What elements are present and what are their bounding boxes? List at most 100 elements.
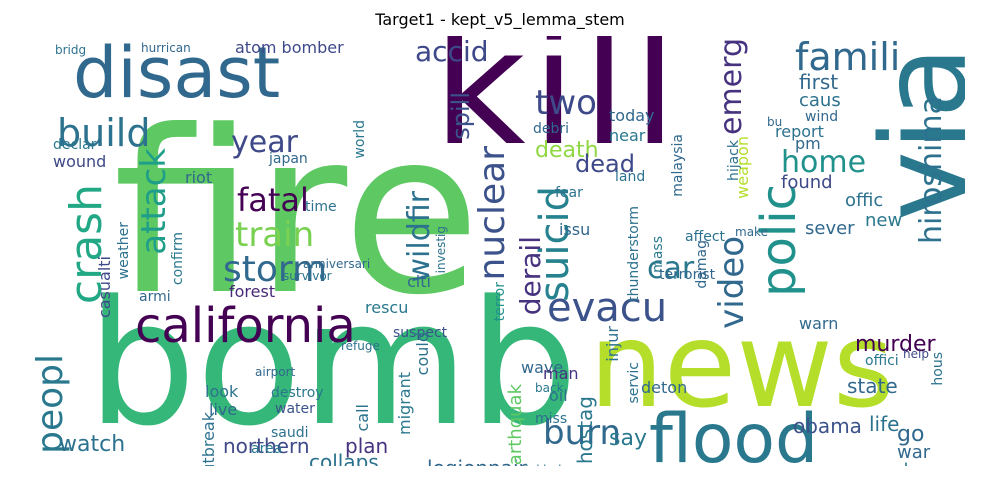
word-terrorist: terrorist [659,267,716,283]
word-build: build [57,111,151,155]
word-first: first [799,70,839,94]
word-rescu: rescu [365,298,409,317]
word-spill: spill [447,92,475,140]
word-look: look [205,382,239,401]
word-man: man [543,364,579,383]
word-war: war [897,442,931,463]
word-home: home [781,145,867,180]
word-confirm: confirm [170,232,186,286]
word-riot: riot [185,168,213,187]
word-anniversari: anniversari [303,257,371,271]
word-pm: pm [795,134,821,153]
word-time: time [305,199,337,215]
word-land: land [615,169,646,185]
word-polic: polic [751,184,807,297]
word-northern: northern [223,434,310,458]
word-cloud: fire bomb kill news via disast californi… [35,36,965,466]
word-california: california [135,298,356,354]
word-go: go [897,422,925,447]
word-servic: servic [626,362,642,404]
word-area: area [251,441,283,457]
chart-title: Target1 - kept_v5_lemma_stem [375,10,625,29]
word-live: live [209,400,238,419]
word-life: life [869,412,900,436]
word-debri: debri [533,121,570,137]
word-back: back [535,381,564,395]
word-news: news [589,296,895,434]
word-oil: oil [549,386,568,405]
word-kill: kill [433,36,684,181]
word-watch: watch [59,432,126,457]
word-wound: wound [53,152,107,171]
word-legionnair: legionnair [427,458,527,466]
word-destroy: destroy [271,385,324,401]
word-collaps: collaps [309,450,379,466]
word-say: say [609,426,647,451]
word-fear: fear [555,185,583,201]
word-evacu: evacu [547,285,668,331]
word-migrant: migrant [395,372,414,435]
word-offic: offic [845,190,884,211]
word-atom-bomber: atom bomber [235,38,344,57]
word-attack: attack [134,148,174,255]
word-hiroshima: hiroshima [914,96,949,244]
word-nuclear: nuclear [472,146,513,281]
word-japan: japan [269,151,308,167]
word-found: found [781,172,833,193]
word-refuge: refuge [341,339,380,353]
word-death: death [535,138,599,163]
word-hurrican: hurrican [141,41,191,55]
word-flood: flood [649,400,819,467]
word-help: help [903,347,929,361]
word-casualti: casualti [95,256,114,319]
word-airport: airport [255,365,296,379]
word-famili: famili [795,36,901,79]
word-declar: declar [53,137,97,153]
word-new: new [865,210,903,231]
word-could: could [413,332,432,376]
word-miss: miss [535,411,568,427]
word-make: make [735,225,768,239]
word-train: train [235,215,315,255]
word-burn: burn [543,413,622,453]
word-wildfir: wildfir [402,191,437,283]
word-day: day [897,462,930,467]
word-earthquak: earthquak [505,384,526,466]
word-caus: caus [799,90,841,111]
word-fire: fire [113,83,481,345]
word-wave: wave [521,358,564,377]
word-investig: investig [434,226,448,274]
word-sever: sever [805,218,855,239]
word-weather: weather [116,222,132,280]
word-bomb: bomb [87,263,579,464]
word-bridg: bridg [55,43,87,57]
word-car: car [647,251,695,286]
word-sinkhol: sinkhol [519,464,561,466]
word-suspect: suspect [393,325,448,341]
word-two: two [535,83,597,123]
word-emerg: emerg [714,38,749,135]
word-injur: injur [603,326,622,362]
word-warn: warn [799,314,839,333]
word-affect: affect [685,229,726,245]
word-survivor: survivor [283,269,332,283]
word-hostag: hostag [573,396,597,465]
word-murder: murder [855,332,936,357]
word-obama: obama [793,414,862,438]
word-fatal: fatal [237,181,309,219]
word-deton: deton [641,378,688,397]
word-offici: offici [865,353,899,369]
word-armi: armi [139,289,171,305]
word-bu: bu [767,115,783,129]
word-storm: storm [223,249,328,290]
word-near: near [609,126,646,145]
word-disast: disast [73,36,281,114]
word-report: report [775,122,824,141]
word-hous: hous [930,352,946,386]
word-malaysia: malaysia [670,134,686,197]
word-wind: wind [805,109,839,125]
word-forest: forest [229,282,276,301]
word-saudi: saudi [271,425,309,441]
word-water: water [275,401,315,417]
word-dead: dead [575,150,635,178]
